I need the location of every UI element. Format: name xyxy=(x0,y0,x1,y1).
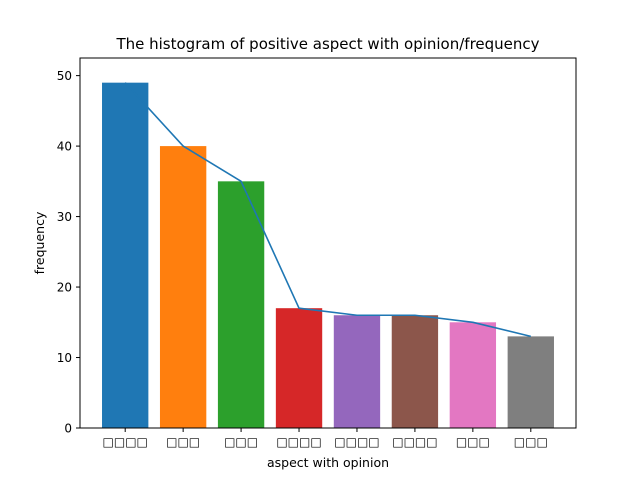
y-tick-label: 10 xyxy=(57,351,72,365)
x-tick-label: □□□□ xyxy=(334,435,379,449)
y-tick-label: 40 xyxy=(57,140,72,154)
bar-7 xyxy=(507,336,554,428)
x-axis-label: aspect with opinion xyxy=(267,455,389,470)
bar-3 xyxy=(275,308,323,428)
x-tick-label: □□□□ xyxy=(392,435,437,449)
bar-0 xyxy=(102,82,149,429)
y-axis-label: frequency xyxy=(32,211,47,274)
bar-5 xyxy=(391,315,439,428)
y-tick-label: 0 xyxy=(64,422,72,436)
x-tick-label: □□□ xyxy=(514,435,548,449)
x-axis: □□□□ □□□ □□□ □□□□ □□□□ □□□□ □□□ □□□ xyxy=(103,428,548,449)
trend-line xyxy=(124,82,531,338)
trend-line-group xyxy=(124,82,531,338)
bar-2 xyxy=(217,181,265,428)
x-tick-label: □□□□ xyxy=(276,435,321,449)
bar-4 xyxy=(333,315,381,428)
y-axis: 0 10 20 30 40 50 xyxy=(57,69,80,436)
plot-frame xyxy=(79,57,577,429)
bar-6 xyxy=(449,322,497,428)
x-tick-label: □□□ xyxy=(456,435,490,449)
y-tick-label: 30 xyxy=(57,210,72,224)
x-tick-label: □□□ xyxy=(224,435,258,449)
bar-1 xyxy=(159,146,207,428)
chart-title: The histogram of positive aspect with op… xyxy=(115,35,539,53)
bars-group xyxy=(102,82,554,429)
y-tick-label: 50 xyxy=(57,69,72,83)
x-tick-label: □□□ xyxy=(166,435,200,449)
y-tick-label: 20 xyxy=(57,281,72,295)
x-tick-label: □□□□ xyxy=(103,435,148,449)
